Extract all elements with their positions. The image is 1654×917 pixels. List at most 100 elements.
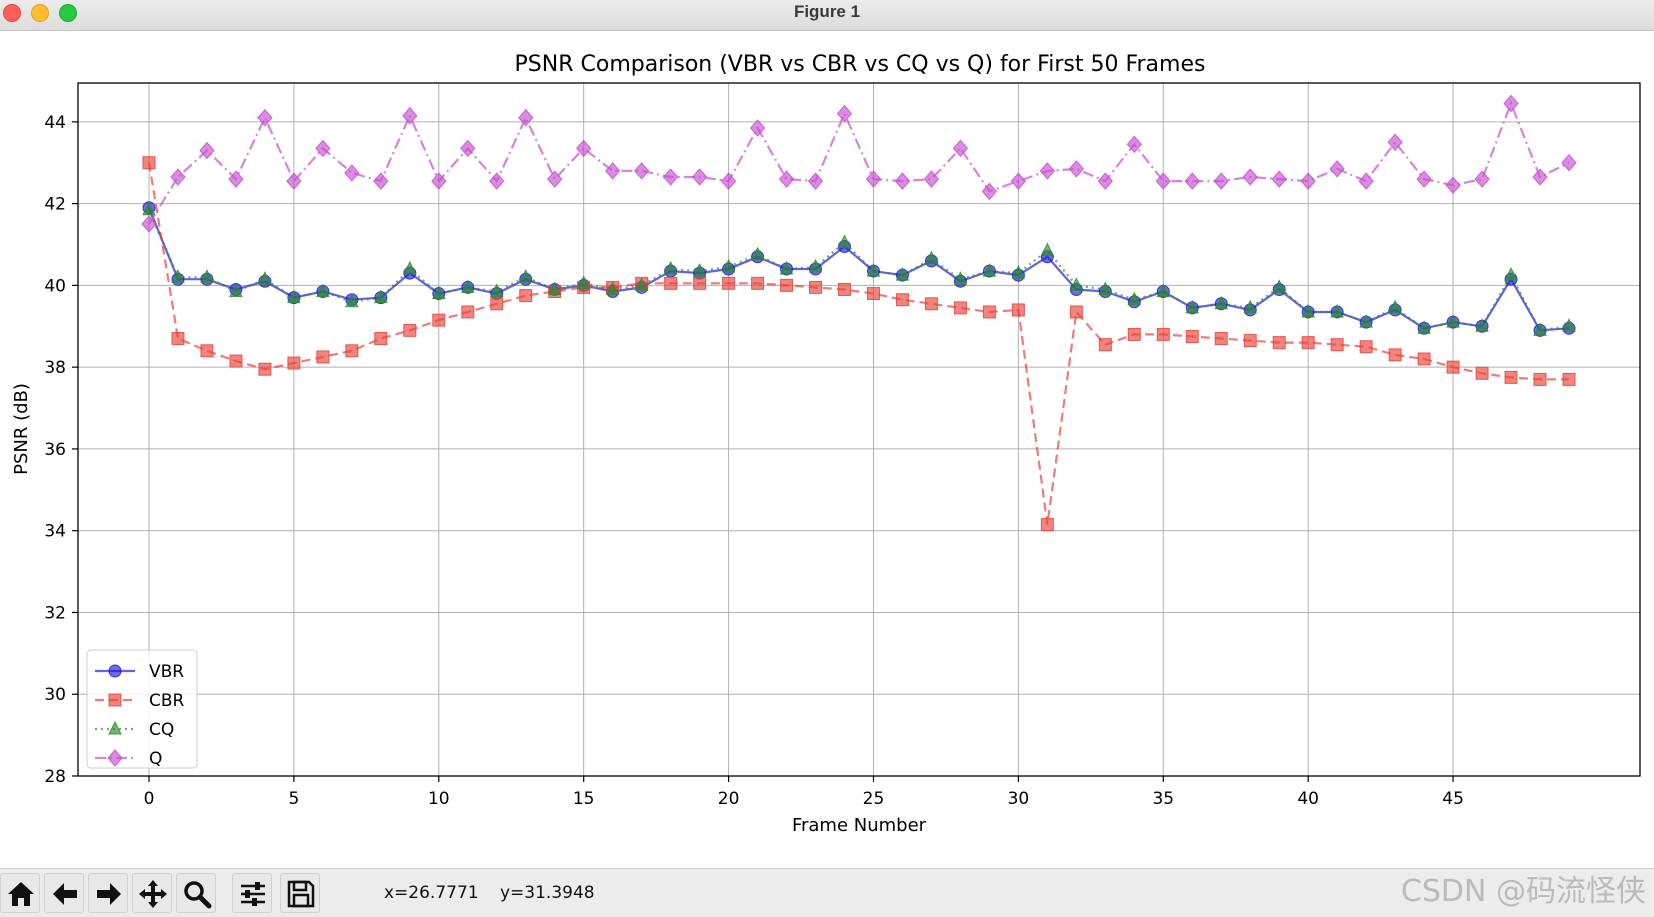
data-point-cbr (866, 287, 880, 301)
data-point-cbr (1185, 329, 1199, 343)
data-point-cbr (1475, 366, 1489, 380)
maximize-window-button[interactable] (59, 4, 77, 22)
data-point-cq (953, 271, 968, 285)
data-point-q (431, 172, 447, 190)
data-point-cq (374, 289, 388, 304)
data-point-cbr (780, 278, 794, 292)
x-axis-label: Frame Number (792, 815, 927, 836)
data-point-cbr (1301, 336, 1315, 350)
data-point-q (315, 139, 331, 158)
pan-button[interactable] (132, 873, 172, 913)
data-point-cbr (982, 305, 996, 319)
data-point-q (344, 164, 360, 182)
data-point-q (1474, 170, 1490, 188)
data-point-cbr (924, 297, 938, 311)
data-point-cbr (258, 362, 272, 376)
data-point-cq (489, 283, 504, 298)
data-point-q (199, 141, 215, 160)
data-point-cbr (722, 276, 736, 290)
data-point-cq (1069, 277, 1084, 291)
x-tick-label: 25 (863, 789, 885, 809)
x-tick-label: 5 (288, 789, 299, 809)
data-point-q (1213, 172, 1229, 190)
data-point-cq (403, 260, 417, 275)
data-point-cq (837, 234, 852, 248)
legend-marker-q (107, 749, 123, 767)
forward-button[interactable] (88, 873, 128, 913)
data-point-cbr (1243, 334, 1257, 348)
data-point-q (460, 139, 476, 158)
data-point-cq (895, 267, 910, 281)
data-point-cq (200, 269, 214, 283)
data-point-q (1184, 172, 1200, 190)
data-point-q (1010, 172, 1027, 190)
x-tick-label: 10 (428, 789, 450, 809)
data-point-cbr (1214, 332, 1228, 346)
data-point-cq (1214, 295, 1229, 310)
series-line-vbr (147, 207, 1570, 332)
y-coordinate-readout: y=31.3948 (500, 883, 595, 903)
zoom-button[interactable] (176, 873, 216, 913)
chart-figure[interactable]: PSNR Comparison (VBR vs CBR vs CQ vs Q) … (0, 31, 1654, 867)
data-point-cq (460, 279, 475, 293)
back-button[interactable] (44, 873, 84, 913)
data-point-cq (808, 258, 823, 273)
save-figure-button[interactable] (280, 873, 320, 913)
data-point-cq (1533, 322, 1547, 336)
data-point-q (1358, 172, 1374, 190)
data-point-cq (431, 285, 446, 300)
y-tick-label: 32 (44, 603, 66, 623)
data-point-cbr (345, 344, 359, 358)
data-point-q (547, 170, 563, 188)
data-point-cq (1330, 303, 1344, 318)
data-point-cbr (809, 280, 823, 294)
configure-subplots-button[interactable] (232, 873, 272, 913)
data-point-q (1532, 168, 1548, 186)
data-point-q (720, 172, 737, 190)
data-point-cbr (1272, 336, 1286, 350)
data-point-q (749, 119, 766, 137)
data-point-cbr (1040, 518, 1054, 532)
data-point-cq (1272, 279, 1287, 293)
save-icon (287, 880, 315, 908)
data-point-cbr (171, 332, 185, 346)
series-q (141, 94, 1577, 233)
legend-box (86, 649, 198, 769)
data-point-q (1445, 176, 1461, 194)
x-tick-label: 45 (1442, 789, 1464, 809)
x-tick-label: 15 (573, 789, 595, 809)
back-arrow-icon (53, 883, 77, 905)
data-point-q (402, 106, 418, 125)
close-window-button[interactable] (3, 4, 21, 22)
legend-marker-vbr (108, 664, 122, 678)
legend-label-vbr: VBR (149, 662, 184, 682)
data-point-cq (1127, 291, 1142, 306)
data-point-cq (1417, 320, 1431, 334)
data-point-q (170, 168, 186, 186)
minimize-window-button[interactable] (31, 4, 49, 22)
data-point-cq (229, 283, 243, 298)
data-point-cbr (1098, 338, 1112, 352)
data-point-q (981, 182, 998, 201)
y-tick-label: 42 (44, 195, 66, 215)
data-point-cq (1504, 267, 1518, 281)
data-point-q (1503, 94, 1519, 113)
data-point-cbr (200, 344, 214, 358)
data-point-q (373, 172, 389, 190)
data-point-cbr (895, 293, 909, 307)
data-point-cq (663, 260, 678, 275)
legend-marker-cbr (108, 693, 122, 707)
data-point-cq (924, 250, 939, 265)
data-point-q (691, 168, 708, 186)
x-tick-label: 35 (1152, 789, 1174, 809)
home-button[interactable] (0, 873, 40, 913)
data-point-cbr (490, 297, 504, 311)
data-point-cq (750, 246, 765, 261)
data-point-cbr (1069, 305, 1083, 319)
data-point-cq (287, 289, 301, 304)
data-point-q (228, 170, 244, 188)
data-point-cq (1098, 281, 1113, 295)
data-point-cq (1562, 318, 1576, 332)
series-lines (141, 94, 1577, 532)
data-point-q (257, 108, 273, 127)
